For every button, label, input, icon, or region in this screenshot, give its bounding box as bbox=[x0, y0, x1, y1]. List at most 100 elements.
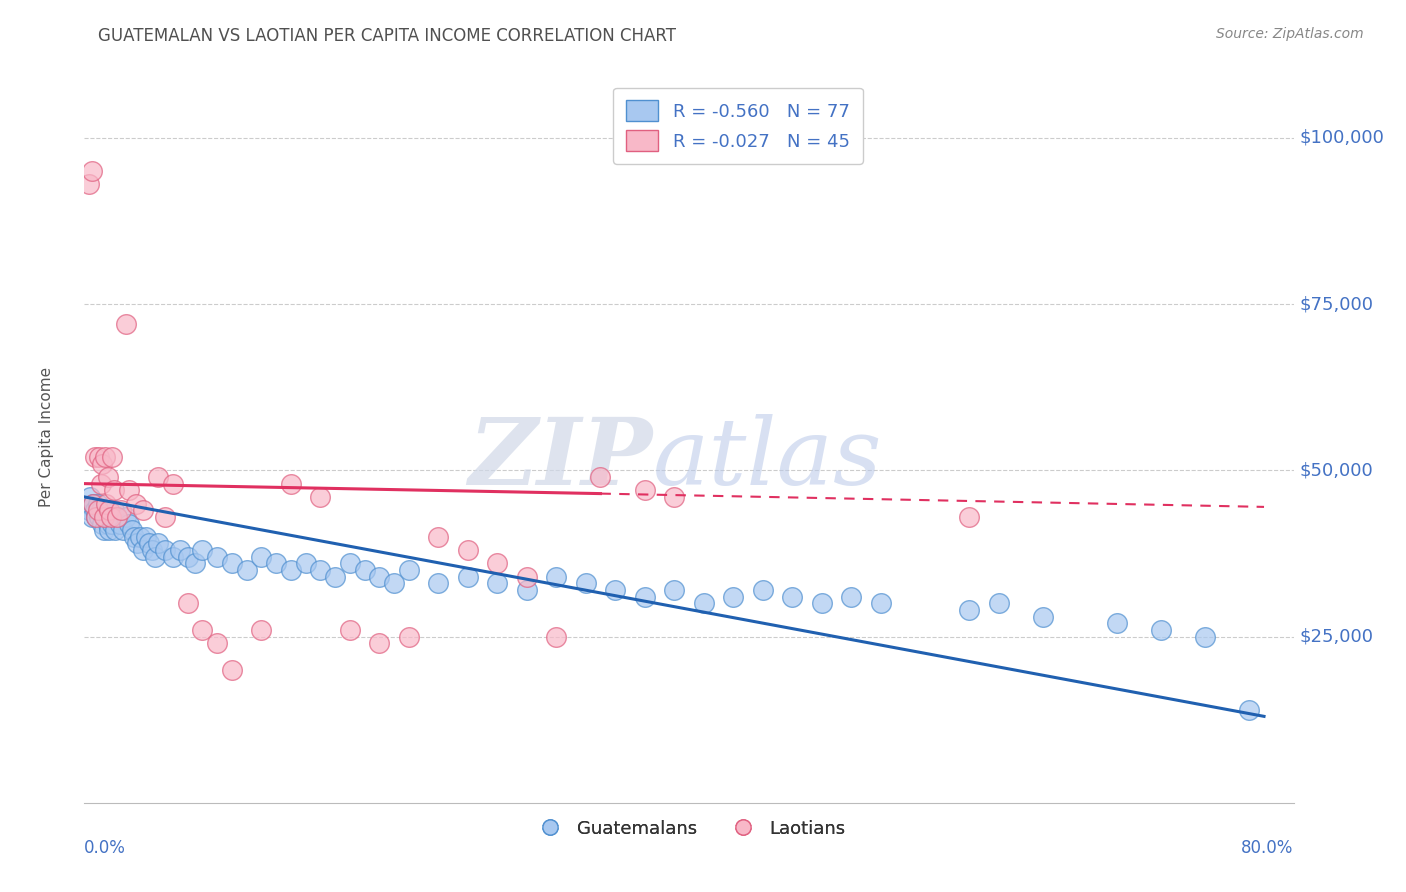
Point bbox=[176, 596, 198, 610]
Point bbox=[96, 497, 118, 511]
Point bbox=[105, 509, 128, 524]
Point bbox=[129, 530, 152, 544]
Point bbox=[839, 590, 862, 604]
Text: ZIP: ZIP bbox=[468, 414, 652, 504]
Point bbox=[486, 576, 509, 591]
Point bbox=[516, 570, 538, 584]
Point bbox=[132, 543, 155, 558]
Point bbox=[155, 509, 177, 524]
Text: $25,000: $25,000 bbox=[1299, 628, 1374, 646]
Point bbox=[486, 557, 509, 571]
Point bbox=[205, 549, 228, 564]
Point bbox=[987, 596, 1010, 610]
Point bbox=[957, 603, 980, 617]
Point bbox=[250, 623, 273, 637]
Point bbox=[309, 490, 332, 504]
Point bbox=[1239, 703, 1261, 717]
Point bbox=[721, 590, 744, 604]
Point bbox=[90, 503, 112, 517]
Text: Source: ZipAtlas.com: Source: ZipAtlas.com bbox=[1216, 27, 1364, 41]
Point bbox=[810, 596, 832, 610]
Point bbox=[114, 509, 136, 524]
Point bbox=[634, 590, 657, 604]
Point bbox=[221, 663, 243, 677]
Point bbox=[516, 582, 538, 597]
Point bbox=[98, 523, 121, 537]
Point bbox=[280, 476, 302, 491]
Point bbox=[98, 503, 121, 517]
Point bbox=[104, 523, 127, 537]
Point bbox=[162, 476, 184, 491]
Point bbox=[575, 576, 598, 591]
Text: Per Capita Income: Per Capita Income bbox=[39, 367, 53, 508]
Point bbox=[86, 503, 108, 517]
Point bbox=[427, 576, 450, 591]
Point bbox=[96, 503, 118, 517]
Point bbox=[91, 516, 114, 531]
Point bbox=[634, 483, 657, 498]
Point bbox=[97, 470, 120, 484]
Point bbox=[1194, 630, 1216, 644]
Legend: Guatemalans, Laotians: Guatemalans, Laotians bbox=[524, 813, 853, 845]
Point bbox=[108, 516, 131, 531]
Point bbox=[692, 596, 714, 610]
Point bbox=[103, 503, 125, 517]
Point bbox=[339, 623, 361, 637]
Point bbox=[105, 509, 128, 524]
Point bbox=[280, 563, 302, 577]
Point bbox=[1150, 623, 1173, 637]
Point bbox=[117, 483, 139, 498]
Point bbox=[368, 636, 391, 650]
Point bbox=[457, 543, 479, 558]
Point bbox=[86, 497, 108, 511]
Point bbox=[264, 557, 287, 571]
Text: atlas: atlas bbox=[652, 414, 882, 504]
Point bbox=[398, 563, 420, 577]
Point bbox=[427, 530, 450, 544]
Point bbox=[117, 516, 139, 531]
Point bbox=[146, 536, 169, 550]
Point bbox=[94, 509, 117, 524]
Point bbox=[91, 457, 114, 471]
Point bbox=[97, 516, 120, 531]
Point bbox=[79, 490, 101, 504]
Point bbox=[250, 549, 273, 564]
Point bbox=[127, 536, 149, 550]
Point bbox=[138, 536, 160, 550]
Text: 0.0%: 0.0% bbox=[84, 839, 127, 857]
Point bbox=[125, 497, 148, 511]
Point bbox=[191, 623, 214, 637]
Point bbox=[93, 523, 115, 537]
Point bbox=[155, 543, 177, 558]
Point bbox=[101, 450, 124, 464]
Text: $50,000: $50,000 bbox=[1299, 461, 1374, 479]
Point bbox=[110, 503, 132, 517]
Point bbox=[100, 509, 122, 524]
Point bbox=[77, 503, 100, 517]
Text: $100,000: $100,000 bbox=[1299, 128, 1385, 147]
Point bbox=[141, 543, 163, 558]
Point bbox=[82, 497, 104, 511]
Point bbox=[191, 543, 214, 558]
Text: $75,000: $75,000 bbox=[1299, 295, 1374, 313]
Point bbox=[111, 523, 134, 537]
Point bbox=[84, 509, 107, 524]
Point bbox=[94, 450, 117, 464]
Point bbox=[143, 549, 166, 564]
Point bbox=[80, 509, 103, 524]
Point bbox=[457, 570, 479, 584]
Point bbox=[546, 570, 568, 584]
Point bbox=[162, 549, 184, 564]
Point bbox=[751, 582, 773, 597]
Point bbox=[77, 178, 100, 192]
Point bbox=[83, 503, 105, 517]
Point bbox=[82, 497, 104, 511]
Point bbox=[546, 630, 568, 644]
Point bbox=[957, 509, 980, 524]
Point bbox=[84, 509, 107, 524]
Point bbox=[184, 557, 207, 571]
Point bbox=[205, 636, 228, 650]
Point bbox=[132, 503, 155, 517]
Point bbox=[1032, 609, 1054, 624]
Point bbox=[169, 543, 191, 558]
